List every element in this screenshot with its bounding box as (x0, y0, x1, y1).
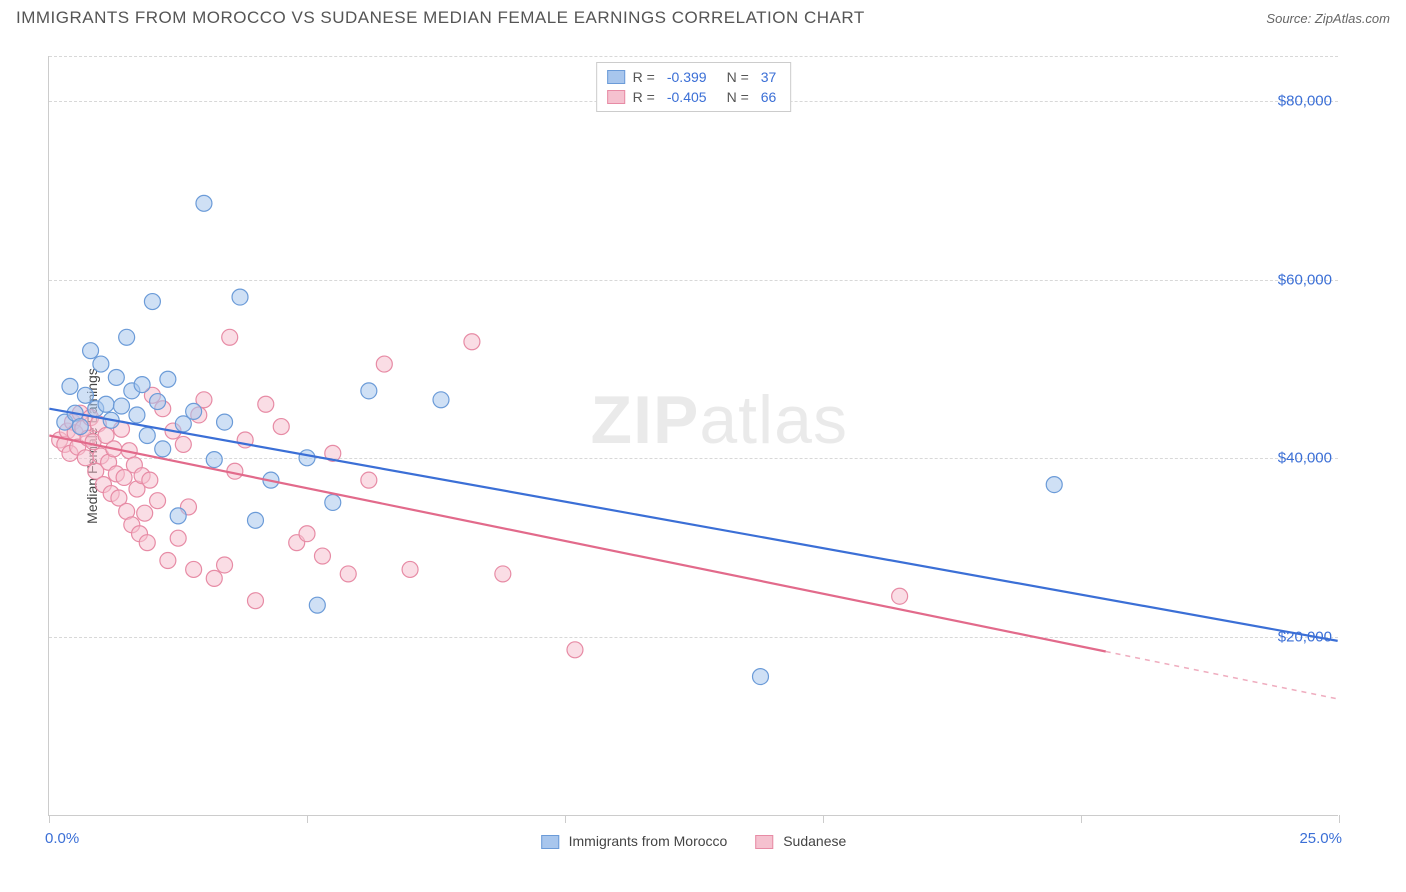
scatter-point (325, 494, 341, 510)
n-label-0: N = (727, 69, 749, 85)
x-tick (565, 815, 566, 823)
scatter-point (309, 597, 325, 613)
scatter-point (753, 669, 769, 685)
scatter-point (98, 396, 114, 412)
trend-line-dashed (1106, 652, 1338, 699)
scatter-point (186, 561, 202, 577)
chart-plot-area: ZIPatlas $20,000$40,000$60,000$80,000 0.… (48, 56, 1338, 816)
legend-stats-row-1: R = -0.405 N = 66 (607, 87, 781, 107)
scatter-point (376, 356, 392, 372)
scatter-point (155, 441, 171, 457)
scatter-point (495, 566, 511, 582)
scatter-point (170, 508, 186, 524)
legend-bottom-swatch-1 (755, 835, 773, 849)
n-value-0: 37 (761, 69, 777, 85)
scatter-point (160, 371, 176, 387)
scatter-point (433, 392, 449, 408)
scatter-point (222, 329, 238, 345)
x-tick (49, 815, 50, 823)
legend-item-1: Sudanese (755, 833, 846, 849)
scatter-point (160, 553, 176, 569)
scatter-point (299, 526, 315, 542)
scatter-point (139, 535, 155, 551)
scatter-point (114, 398, 130, 414)
scatter-point (232, 289, 248, 305)
scatter-point (134, 377, 150, 393)
scatter-point (129, 407, 145, 423)
scatter-point (119, 329, 135, 345)
scatter-point (150, 493, 166, 509)
source-name: ZipAtlas.com (1315, 11, 1390, 26)
scatter-point (72, 419, 88, 435)
r-label-0: R = (633, 69, 655, 85)
scatter-point (137, 505, 153, 521)
legend-item-0: Immigrants from Morocco (541, 833, 728, 849)
chart-title: IMMIGRANTS FROM MOROCCO VS SUDANESE MEDI… (16, 8, 865, 28)
scatter-point (206, 452, 222, 468)
scatter-point (170, 530, 186, 546)
x-tick (1081, 815, 1082, 823)
legend-stats: R = -0.399 N = 37 R = -0.405 N = 66 (596, 62, 792, 112)
scatter-point (217, 557, 233, 573)
scatter-point (361, 472, 377, 488)
x-tick (1339, 815, 1340, 823)
chart-source: Source: ZipAtlas.com (1266, 11, 1390, 26)
scatter-point (340, 566, 356, 582)
scatter-point (150, 394, 166, 410)
scatter-point (361, 383, 377, 399)
scatter-point (892, 588, 908, 604)
legend-bottom-label-1: Sudanese (783, 833, 846, 849)
scatter-point (273, 419, 289, 435)
scatter-point (139, 428, 155, 444)
scatter-point (62, 378, 78, 394)
legend-swatch-1 (607, 90, 625, 104)
trend-line (49, 409, 1337, 641)
r-label-1: R = (633, 89, 655, 105)
scatter-point (402, 561, 418, 577)
n-value-1: 66 (761, 89, 777, 105)
scatter-point (83, 343, 99, 359)
scatter-svg (49, 56, 1338, 815)
scatter-point (175, 436, 191, 452)
scatter-point (93, 356, 109, 372)
scatter-point (567, 642, 583, 658)
scatter-point (206, 570, 222, 586)
r-value-1: -0.405 (667, 89, 707, 105)
scatter-point (258, 396, 274, 412)
legend-bottom-swatch-0 (541, 835, 559, 849)
x-axis-min-label: 0.0% (45, 830, 79, 847)
n-label-1: N = (727, 89, 749, 105)
scatter-point (299, 450, 315, 466)
legend-stats-row-0: R = -0.399 N = 37 (607, 67, 781, 87)
scatter-point (314, 548, 330, 564)
scatter-point (142, 472, 158, 488)
scatter-point (217, 414, 233, 430)
r-value-0: -0.399 (667, 69, 707, 85)
scatter-point (77, 450, 93, 466)
x-tick (823, 815, 824, 823)
scatter-point (144, 294, 160, 310)
scatter-point (247, 512, 263, 528)
legend-swatch-0 (607, 70, 625, 84)
scatter-point (247, 593, 263, 609)
scatter-point (1046, 477, 1062, 493)
legend-series: Immigrants from Morocco Sudanese (541, 833, 847, 849)
chart-header: IMMIGRANTS FROM MOROCCO VS SUDANESE MEDI… (0, 0, 1406, 32)
scatter-point (196, 195, 212, 211)
x-axis-max-label: 25.0% (1299, 830, 1342, 847)
scatter-point (186, 403, 202, 419)
scatter-point (108, 369, 124, 385)
trend-line (49, 436, 1105, 652)
scatter-point (77, 387, 93, 403)
scatter-point (464, 334, 480, 350)
source-label: Source: (1266, 11, 1311, 26)
x-tick (307, 815, 308, 823)
legend-bottom-label-0: Immigrants from Morocco (569, 833, 728, 849)
